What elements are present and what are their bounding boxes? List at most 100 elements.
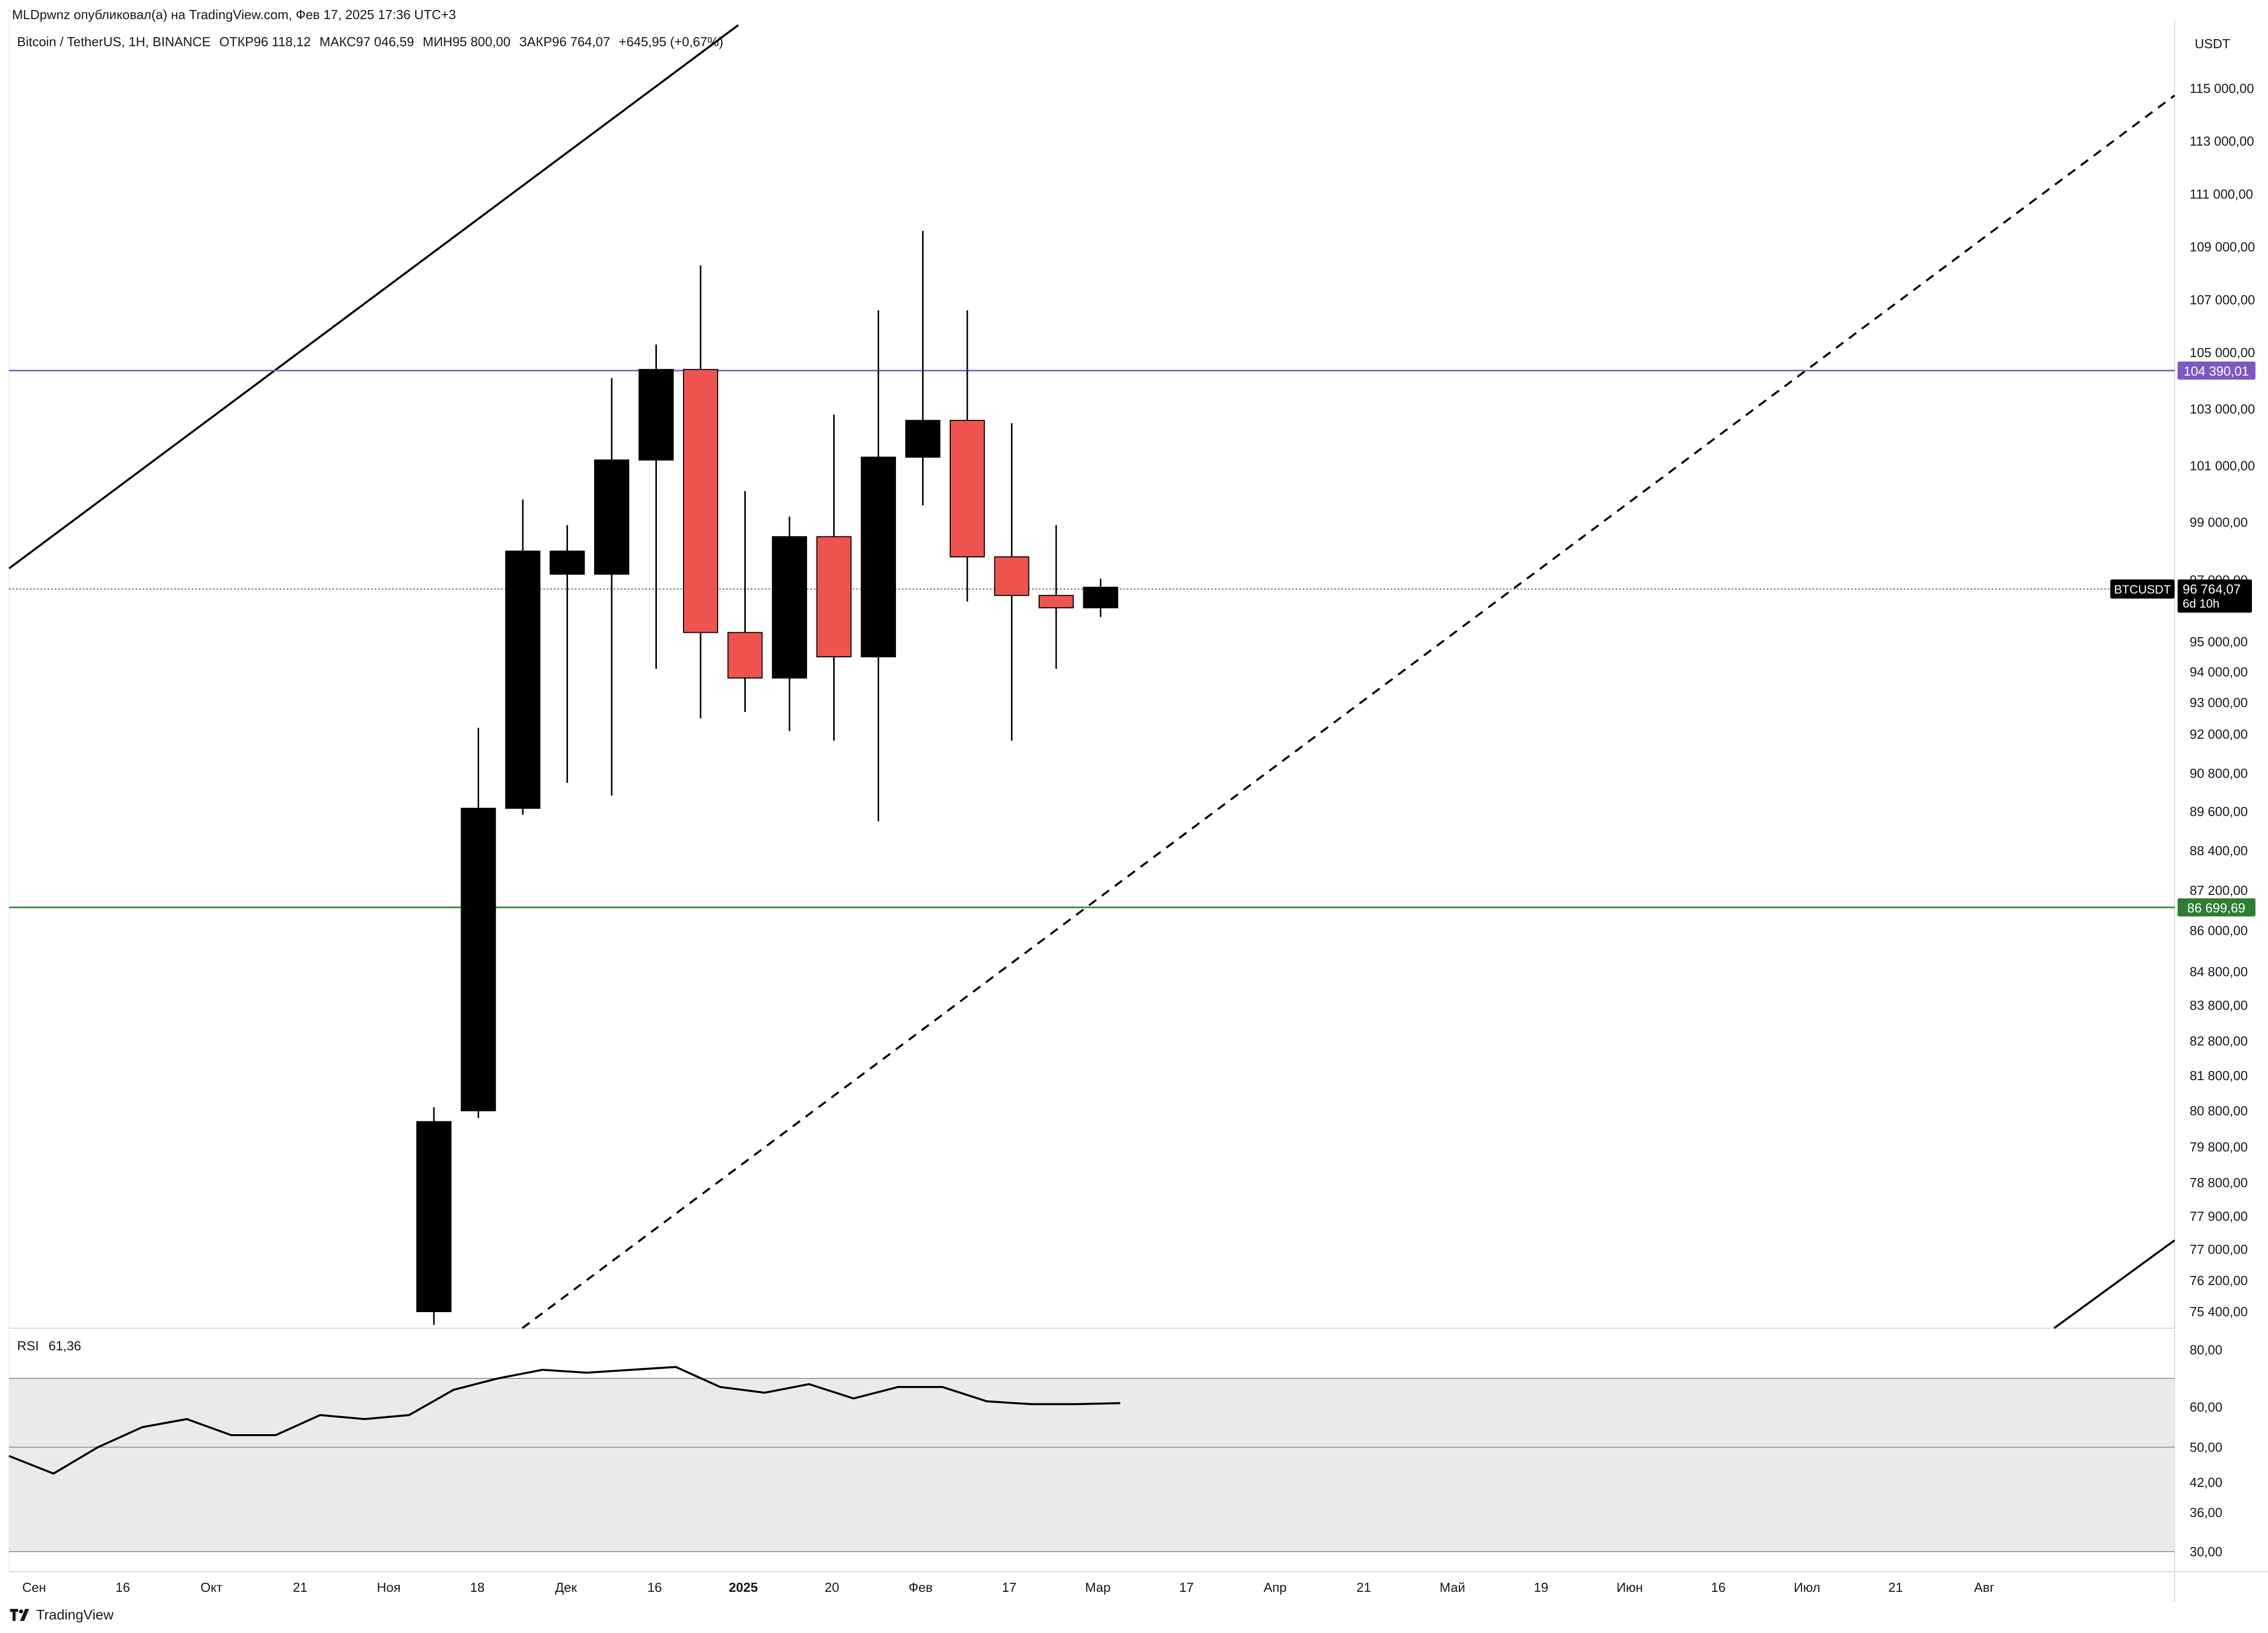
upper-trendline[interactable]	[8, 24, 739, 569]
time-tick-label: Сен	[22, 1580, 46, 1595]
legend-change: +645,95 (+0,67%)	[619, 34, 724, 49]
price-tick-label: 101 000,00	[2190, 458, 2255, 473]
rsi-legend: RSI 61,36	[17, 1338, 87, 1354]
rsi-band	[9, 1378, 2175, 1552]
publish-header: MLDpwnz опубликовал(а) на TradingView.co…	[12, 7, 456, 22]
time-tick-label: 16	[116, 1580, 130, 1595]
dashed-trendline[interactable]	[521, 94, 2176, 1329]
price-tick-label: 103 000,00	[2190, 402, 2255, 417]
price-tick-label: 89 600,00	[2190, 804, 2248, 819]
price-tick-label: 90 800,00	[2190, 766, 2248, 781]
bearish-candle[interactable]	[727, 632, 763, 679]
price-ticks: 115 000,00 113 000,00 111 000,00 109 000,00…	[2190, 81, 2255, 1319]
current-price-text: 96 764,07	[2183, 581, 2241, 597]
time-tick-label: Дек	[555, 1580, 577, 1595]
bearish-candle[interactable]	[950, 420, 985, 557]
bearish-candle[interactable]	[1039, 595, 1074, 609]
current-price-label[interactable]: BTCUSDT 96 764,07 6d 10h	[2110, 579, 2252, 613]
time-tick-label: Ноя	[377, 1580, 400, 1595]
price-tick-label: 93 000,00	[2190, 695, 2248, 710]
time-tick-label: 21	[293, 1580, 307, 1595]
time-tick-label: Авг	[1974, 1580, 1995, 1595]
bullish-candle[interactable]	[772, 536, 807, 679]
price-tick-label: 86 000,00	[2190, 923, 2248, 938]
legend-open: ОТКР96 118,12	[219, 34, 311, 49]
price-tick-label: 95 000,00	[2190, 634, 2248, 649]
price-tick-label: 113 000,00	[2190, 134, 2254, 149]
time-ticks: Сен 16 Окт 21 Ноя 18 Дек 16 2025 20 Фев 17 Мар 17 Апр 2…	[22, 1580, 1994, 1595]
rsi-ticks: 80,00 60,00 50,00 42,00 36,00 30,00	[2190, 1342, 2222, 1559]
bullish-candle[interactable]	[549, 550, 585, 575]
time-tick-label: Окт	[200, 1580, 222, 1595]
bullish-candle[interactable]	[461, 807, 496, 1111]
time-tick-label: Апр	[1264, 1580, 1287, 1595]
time-tick-label: 20	[825, 1580, 839, 1595]
price-tick-label: 79 800,00	[2190, 1139, 2248, 1154]
bullish-candle[interactable]	[905, 420, 941, 458]
price-tick-label: 81 800,00	[2190, 1068, 2248, 1083]
price-tick-label: 111 000,00	[2190, 186, 2253, 201]
green-level-label[interactable]: 86 699,69	[2178, 898, 2255, 916]
lower-trendline-right[interactable]	[2053, 1239, 2176, 1329]
price-tick-label: 107 000,00	[2190, 292, 2255, 307]
time-tick-label: 2025	[729, 1580, 758, 1595]
rsi-tick-label: 42,00	[2190, 1475, 2222, 1490]
price-tick-label: 84 800,00	[2190, 964, 2248, 979]
price-tick-label: 109 000,00	[2190, 240, 2255, 255]
rsi-tick-label: 80,00	[2190, 1342, 2222, 1357]
bullish-candle[interactable]	[638, 369, 674, 461]
price-tick-label: 115 000,00	[2190, 81, 2254, 96]
price-tick-label: 76 200,00	[2190, 1273, 2248, 1288]
time-tick-label: Фев	[909, 1580, 933, 1595]
purple-level-label[interactable]: 104 390,01	[2178, 362, 2255, 380]
symbol-title[interactable]: Bitcoin / TetherUS, 1H, BINANCE	[17, 34, 211, 49]
time-tick-label: 16	[1711, 1580, 1726, 1595]
price-tick-label: 82 800,00	[2190, 1033, 2248, 1048]
price-tick-label: 99 000,00	[2190, 515, 2248, 530]
rsi-tick-label: 30,00	[2190, 1544, 2222, 1559]
bullish-candle[interactable]	[416, 1121, 451, 1313]
purple-level-text: 104 390,01	[2184, 364, 2249, 379]
candles-group	[416, 231, 1118, 1325]
time-tick-label: 19	[1534, 1580, 1548, 1595]
time-tick-label: 18	[470, 1580, 485, 1595]
price-tick-label: 105 000,00	[2190, 345, 2255, 360]
current-symbol-text: BTCUSDT	[2114, 583, 2171, 597]
price-tick-label: 77 000,00	[2190, 1242, 2248, 1257]
bearish-candle[interactable]	[683, 369, 718, 633]
price-tick-label: 78 800,00	[2190, 1175, 2248, 1190]
bearish-candle[interactable]	[816, 536, 852, 657]
time-tick-label: 16	[647, 1580, 662, 1595]
rsi-tick-label: 60,00	[2190, 1399, 2222, 1415]
bullish-candle[interactable]	[861, 456, 896, 658]
green-level-text: 86 699,69	[2187, 900, 2245, 915]
rsi-tick-label: 36,00	[2190, 1505, 2222, 1520]
time-tick-label: Мар	[1085, 1580, 1111, 1595]
time-tick-label: Июн	[1617, 1580, 1643, 1595]
tradingview-logo-text: TradingView	[36, 1607, 114, 1622]
price-tick-label: 80 800,00	[2190, 1103, 2248, 1118]
time-tick-label: 17	[1179, 1580, 1194, 1595]
bullish-candle[interactable]	[1083, 587, 1118, 609]
time-tick-label: 21	[1888, 1580, 1903, 1595]
time-tick-label: 17	[1002, 1580, 1016, 1595]
bearish-candle[interactable]	[994, 556, 1030, 596]
time-tick-label: Июл	[1794, 1580, 1821, 1595]
price-tick-label: 77 900,00	[2190, 1209, 2248, 1224]
bullish-candle[interactable]	[594, 459, 629, 575]
price-tick-label: 88 400,00	[2190, 843, 2248, 858]
price-tick-label: 75 400,00	[2190, 1304, 2248, 1319]
tradingview-logo[interactable]: TradingView	[10, 1607, 114, 1623]
countdown-text: 6d 10h	[2183, 597, 2219, 611]
price-tick-label: 92 000,00	[2190, 727, 2248, 742]
rsi-label[interactable]: RSI	[17, 1338, 39, 1353]
rsi-value: 61,36	[48, 1338, 81, 1353]
rsi-tick-label: 50,00	[2190, 1440, 2222, 1455]
symbol-legend: Bitcoin / TetherUS, 1H, BINANCE ОТКР96 1…	[17, 34, 728, 50]
legend-low: МИН95 800,00	[422, 34, 511, 49]
bullish-candle[interactable]	[505, 550, 540, 809]
tradingview-logo-icon	[10, 1609, 29, 1621]
currency-unit-button[interactable]: USDT	[2195, 36, 2230, 51]
price-tick-label: 94 000,00	[2190, 664, 2248, 679]
